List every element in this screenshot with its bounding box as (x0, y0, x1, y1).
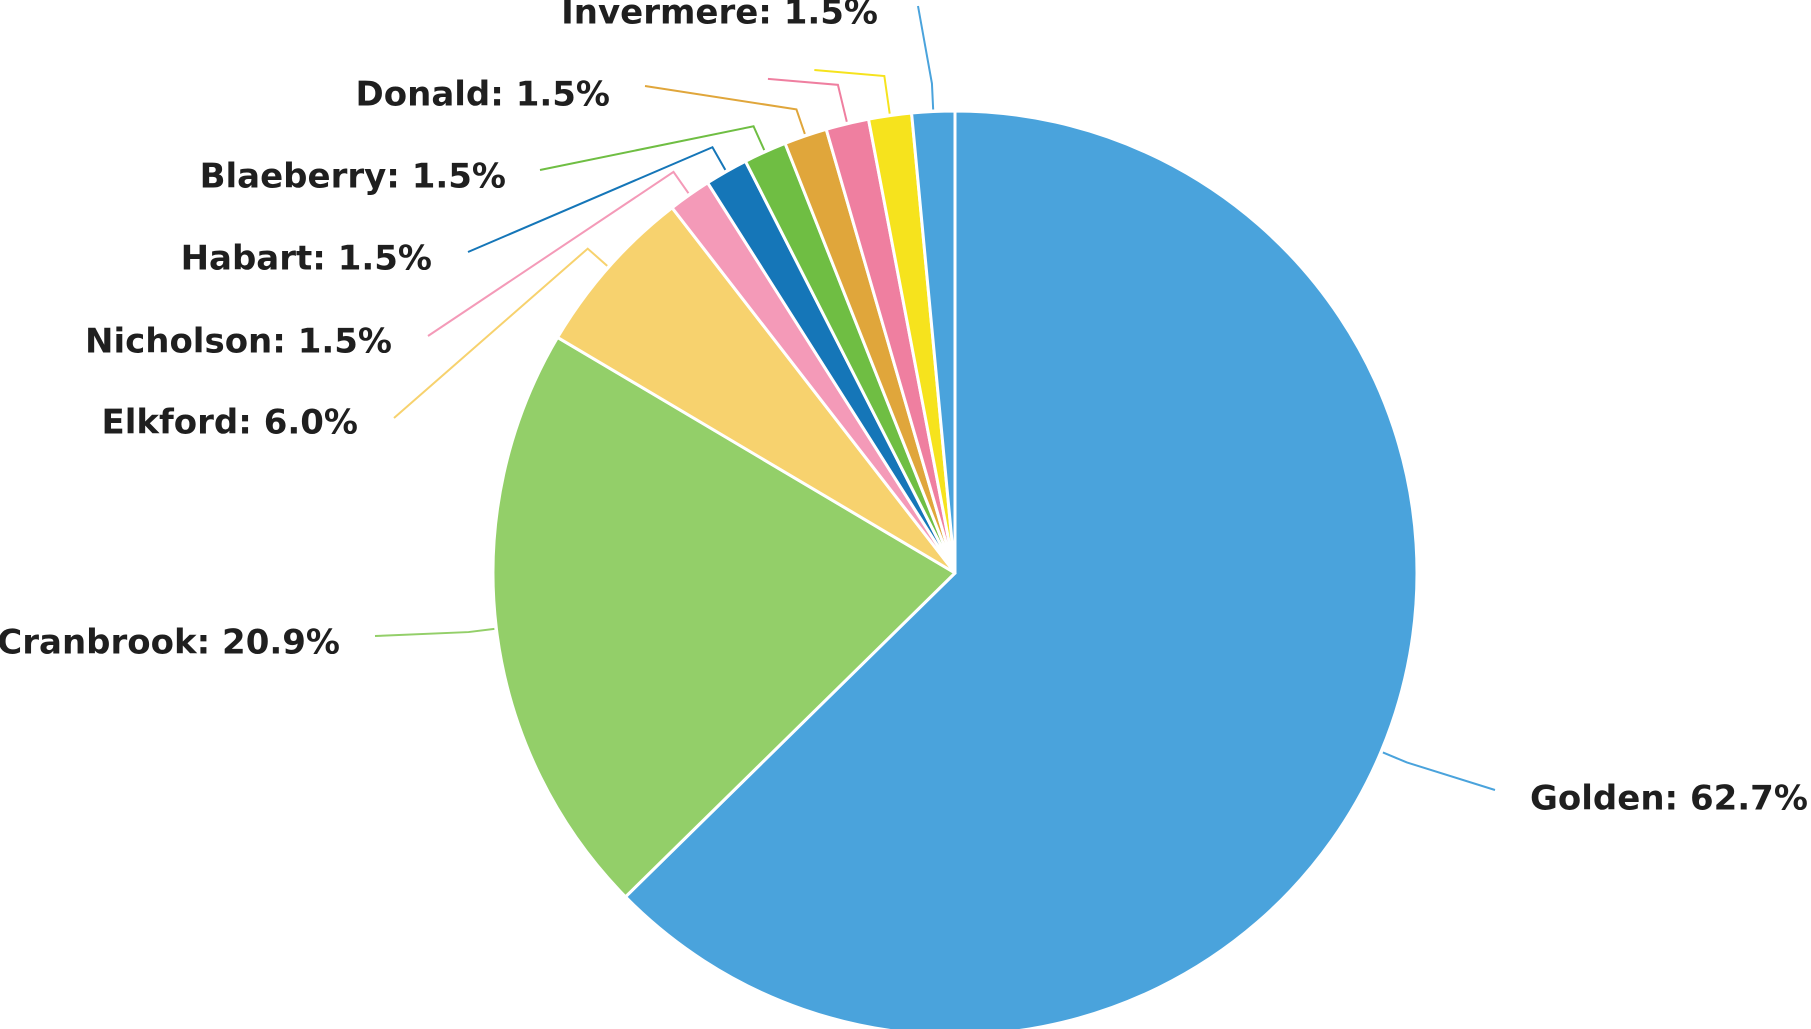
slice-label-blaeberry: Blaeberry: 1.5% (200, 157, 506, 197)
slice-label-nicholson: Nicholson: 1.5% (85, 322, 392, 362)
pie-slice-invermere (910, 109, 957, 575)
leader-line-blaeberry (539, 125, 766, 171)
leader-line-unlabeled-8 (814, 69, 891, 114)
slice-label-invermere: Invermere: 1.5% (561, 0, 878, 33)
leader-line-golden (1382, 751, 1496, 791)
leader-line-habart (467, 145, 727, 253)
pie-slices (491, 109, 1419, 1029)
slice-label-cranbrook: Cranbrook: 20.9% (0, 623, 340, 663)
slice-labels: Golden: 62.7% Cranbrook: 20.9% Elkford: 6.… (0, 0, 1808, 819)
leader-lines (374, 5, 1496, 791)
leader-line-nicholson (427, 170, 690, 337)
slice-label-habart: Habart: 1.5% (181, 239, 432, 279)
slice-label-golden: Golden: 62.7% (1530, 779, 1808, 819)
pie-slice-elkford (556, 206, 957, 575)
leader-line-cranbrook (374, 627, 495, 637)
leader-line-elkford (393, 247, 608, 419)
leader-line-invermere (917, 5, 935, 110)
slice-label-donald: Donald: 1.5% (356, 75, 610, 115)
leader-line-donald (644, 85, 806, 135)
pie-slice-cranbrook (491, 335, 957, 899)
slice-label-elkford: Elkford: 6.0% (102, 403, 358, 443)
pie-slice-golden (624, 109, 1419, 1029)
leader-line-unlabeled-7 (767, 77, 848, 123)
